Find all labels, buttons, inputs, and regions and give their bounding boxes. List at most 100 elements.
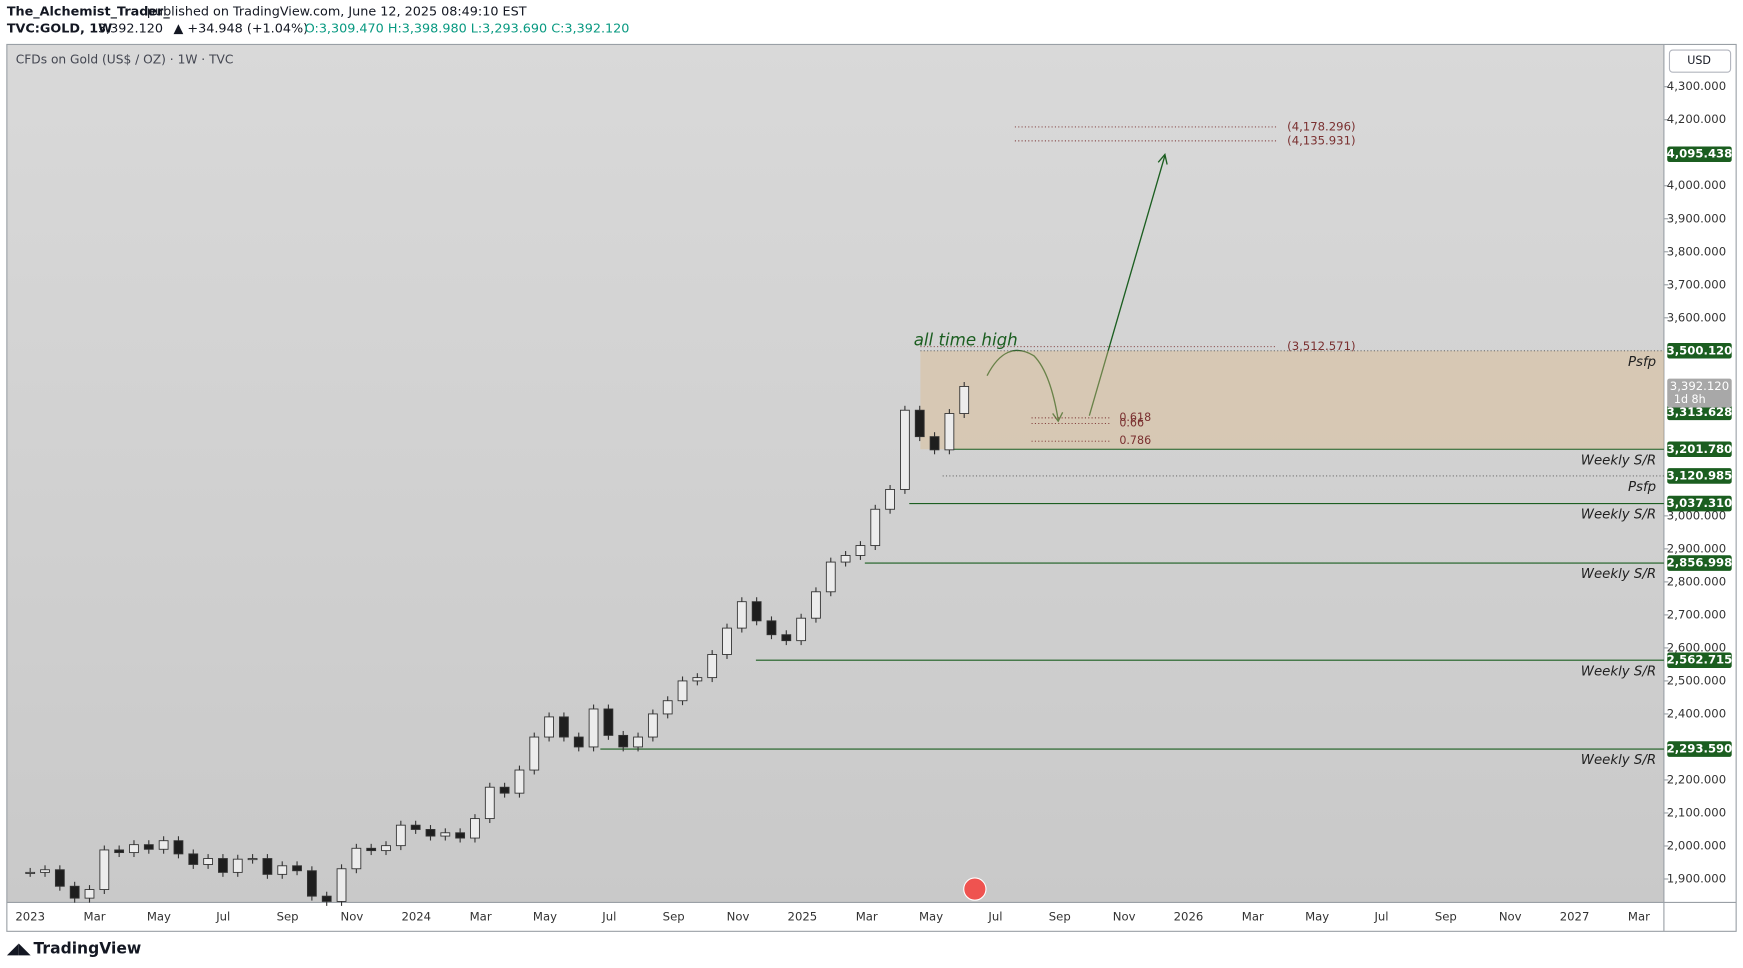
candle xyxy=(499,786,510,794)
candle xyxy=(840,555,851,563)
candle xyxy=(751,601,762,622)
candle xyxy=(885,489,895,510)
candle xyxy=(707,654,718,679)
y-tick-label: 2,600.000 xyxy=(1667,640,1726,654)
x-tick-label: Mar xyxy=(1628,909,1650,923)
published: published on TradingView.com, June 12, 2… xyxy=(147,5,527,20)
price-label: 2,562.715 xyxy=(1667,653,1733,667)
y-tick-label: 2,900.000 xyxy=(1667,541,1726,555)
x-tick-label: Sep xyxy=(277,909,299,923)
x-tick-label: Mar xyxy=(84,909,106,923)
level-tag: Weekly S/R xyxy=(1581,753,1656,768)
candle xyxy=(484,786,495,820)
plot-area xyxy=(6,44,1664,903)
price-label-box xyxy=(1667,555,1732,571)
arrow-head xyxy=(1157,153,1168,165)
candle xyxy=(306,870,317,897)
candle xyxy=(855,545,866,556)
candle xyxy=(796,617,807,642)
candle xyxy=(262,858,273,875)
x-tick-label: May xyxy=(533,909,557,923)
y-tick-label: 3,600.000 xyxy=(1667,310,1726,324)
candle xyxy=(900,409,910,490)
countdown: 1d 8h xyxy=(1674,393,1706,406)
footer-logo: ◢◣ xyxy=(7,940,31,958)
candle xyxy=(470,818,480,839)
candle xyxy=(914,409,925,438)
level-tag: Weekly S/R xyxy=(1581,508,1656,523)
currency-box[interactable] xyxy=(1668,49,1732,73)
price-label-box xyxy=(1667,441,1732,458)
projection-curve xyxy=(986,349,1059,421)
candle xyxy=(410,824,421,830)
price-label: 2,293.590 xyxy=(1667,742,1733,756)
candle xyxy=(662,700,673,715)
price-label-box xyxy=(1667,342,1732,359)
candle xyxy=(69,885,80,899)
y-tick-label: 2,100.000 xyxy=(1667,805,1726,819)
price-label: 3,500.120 xyxy=(1667,343,1733,357)
x-tick-label: Mar xyxy=(1242,909,1264,923)
level-tag: Weekly S/R xyxy=(1581,567,1656,582)
candle xyxy=(944,413,955,451)
level-tag: Weekly S/R xyxy=(1581,664,1656,679)
x-tick-label: May xyxy=(919,909,943,923)
candle xyxy=(25,871,36,874)
x-tick-label: Jul xyxy=(1373,909,1388,923)
zone xyxy=(920,350,1664,450)
x-tick-label: 2025 xyxy=(788,909,818,923)
current-price: 3,392.120 xyxy=(1670,379,1729,393)
candle xyxy=(929,436,940,451)
last-price: 3,392.120 xyxy=(98,21,163,36)
candle xyxy=(677,680,688,702)
candle xyxy=(544,716,554,738)
projection-arrow xyxy=(1088,155,1166,416)
level-tag: Weekly S/R xyxy=(1581,453,1656,468)
x-tick-label: Sep xyxy=(1049,909,1071,923)
x-tick-label: 2023 xyxy=(15,909,45,923)
footer-brand: TradingView xyxy=(34,940,142,958)
candle xyxy=(203,858,213,865)
candle xyxy=(54,869,65,887)
price-label-box xyxy=(1667,652,1732,668)
y-tick-label: 2,800.000 xyxy=(1667,574,1726,588)
candle xyxy=(395,824,406,847)
y-tick-label: 3,700.000 xyxy=(1667,277,1726,291)
candle xyxy=(336,868,347,902)
x-tick-label: May xyxy=(147,909,171,923)
time-axis xyxy=(6,902,1737,932)
x-tick-label: Nov xyxy=(341,909,364,923)
currency[interactable]: USD xyxy=(1687,54,1711,67)
price-label: 2,856.998 xyxy=(1667,556,1733,570)
candle xyxy=(232,858,243,873)
candle xyxy=(529,736,540,771)
x-tick-label: Nov xyxy=(1113,909,1136,923)
price-label: 4,095.438 xyxy=(1667,147,1733,161)
y-tick-label: 1,900.000 xyxy=(1667,871,1726,885)
y-tick-label: 4,300.000 xyxy=(1667,79,1726,93)
candle xyxy=(129,844,139,854)
chart-title: CFDs on Gold (US$ / OZ) · 1W · TVC xyxy=(16,53,234,67)
x-tick-label: May xyxy=(1305,909,1329,923)
x-tick-label: 2026 xyxy=(1174,909,1204,923)
candle xyxy=(870,508,881,547)
current-price-box xyxy=(1667,378,1732,408)
x-tick-label: Nov xyxy=(727,909,750,923)
fib-label: 0.786 xyxy=(1119,434,1151,447)
candle xyxy=(588,708,599,748)
event-icon[interactable] xyxy=(963,877,987,901)
candle xyxy=(277,865,288,875)
candle xyxy=(618,734,629,748)
price-label: 3,037.310 xyxy=(1667,496,1733,510)
annotation: all time high xyxy=(914,331,1018,350)
y-tick-label: 2,000.000 xyxy=(1667,838,1726,852)
candle xyxy=(647,713,658,738)
x-tick-label: Mar xyxy=(856,909,878,923)
ohlc: O:3,309.470 H:3,398.980 L:3,293.690 C:3,… xyxy=(305,21,630,36)
candle xyxy=(292,865,302,872)
candle xyxy=(736,601,747,629)
candle xyxy=(514,769,525,794)
candle xyxy=(188,853,199,865)
candle xyxy=(381,845,391,852)
